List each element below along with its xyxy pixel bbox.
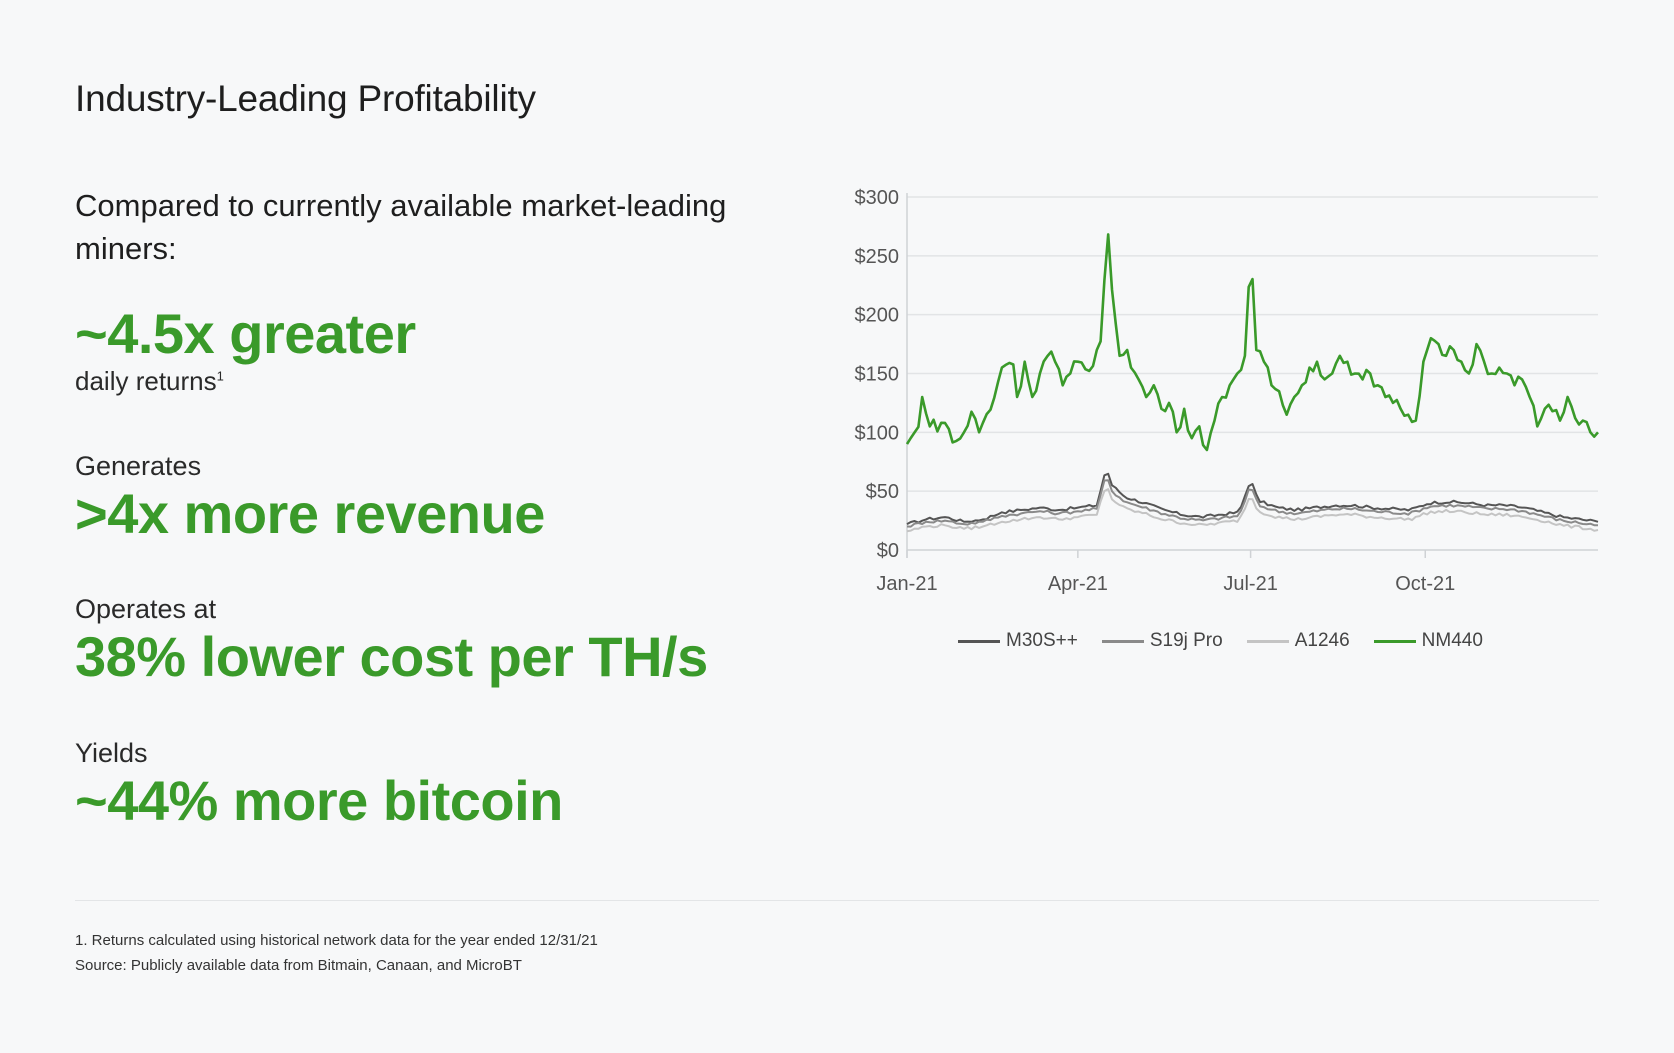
- footnote-returns: 1. Returns calculated using historical n…: [75, 932, 598, 949]
- stat-caption: daily returns1: [75, 366, 224, 396]
- legend-item: M30S++: [958, 630, 1078, 652]
- y-tick-label: $300: [855, 187, 900, 209]
- legend-swatch: [958, 639, 1000, 643]
- legend-label: S19j Pro: [1149, 630, 1223, 651]
- page-title: Industry-Leading Profitability: [75, 78, 536, 119]
- stat-headline: >4x more revenue: [75, 482, 545, 545]
- legend-label: M30S++: [1006, 630, 1078, 651]
- stat-daily-returns: ~4.5x greater daily returns1: [75, 302, 416, 397]
- series-line-m30s-: [906, 472, 1599, 525]
- x-tick-label: Jul-21: [1223, 573, 1277, 595]
- stat-cost: Operates at 38% lower cost per TH/s: [75, 594, 708, 689]
- y-tick-label: $150: [855, 364, 900, 386]
- series-line-a1246: [906, 488, 1599, 533]
- stat-revenue: Generates >4x more revenue: [75, 451, 545, 546]
- legend-swatch: [1246, 639, 1289, 643]
- x-tick-label: Oct-21: [1395, 573, 1455, 595]
- y-tick-label: $0: [877, 540, 899, 562]
- stat-headline: ~44% more bitcoin: [75, 769, 563, 832]
- legend-swatch: [1373, 639, 1416, 643]
- legend-item: A1246: [1246, 630, 1350, 652]
- x-tick-label: Apr-21: [1048, 573, 1108, 595]
- y-tick-label: $200: [855, 305, 900, 327]
- stat-lead: Generates: [75, 451, 202, 481]
- intro-text: Compared to currently available market-l…: [75, 188, 727, 266]
- footnote-source: Source: Publicly available data from Bit…: [75, 957, 522, 974]
- legend-label: NM440: [1421, 630, 1483, 651]
- footer-divider: [75, 900, 1599, 901]
- legend-item: S19j Pro: [1101, 630, 1223, 652]
- chart-legend: M30S++ S19j Pro A1246 NM440: [958, 630, 1483, 652]
- profitability-line-chart: $0 $50 $100 $150 $200 $250 $300 Jan-21 Apr-21 Jul…: [855, 187, 1599, 595]
- legend-label: A1246: [1294, 630, 1350, 651]
- stat-lead: Operates at: [75, 594, 217, 624]
- legend-swatch: [1101, 639, 1144, 643]
- x-tick-label: Jan-21: [876, 573, 937, 595]
- series-line-s19j-pro: [906, 479, 1599, 528]
- stat-headline: 38% lower cost per TH/s: [75, 625, 708, 688]
- stat-lead: Yields: [75, 738, 148, 768]
- series-line-nm440: [905, 233, 1599, 452]
- y-tick-label: $100: [855, 422, 900, 444]
- y-tick-label: $50: [866, 481, 899, 503]
- footnote-ref: 1: [216, 368, 224, 384]
- stat-bitcoin: Yields ~44% more bitcoin: [75, 738, 563, 833]
- stat-headline: ~4.5x greater: [75, 302, 416, 365]
- y-tick-label: $250: [855, 246, 900, 268]
- legend-item: NM440: [1373, 630, 1483, 652]
